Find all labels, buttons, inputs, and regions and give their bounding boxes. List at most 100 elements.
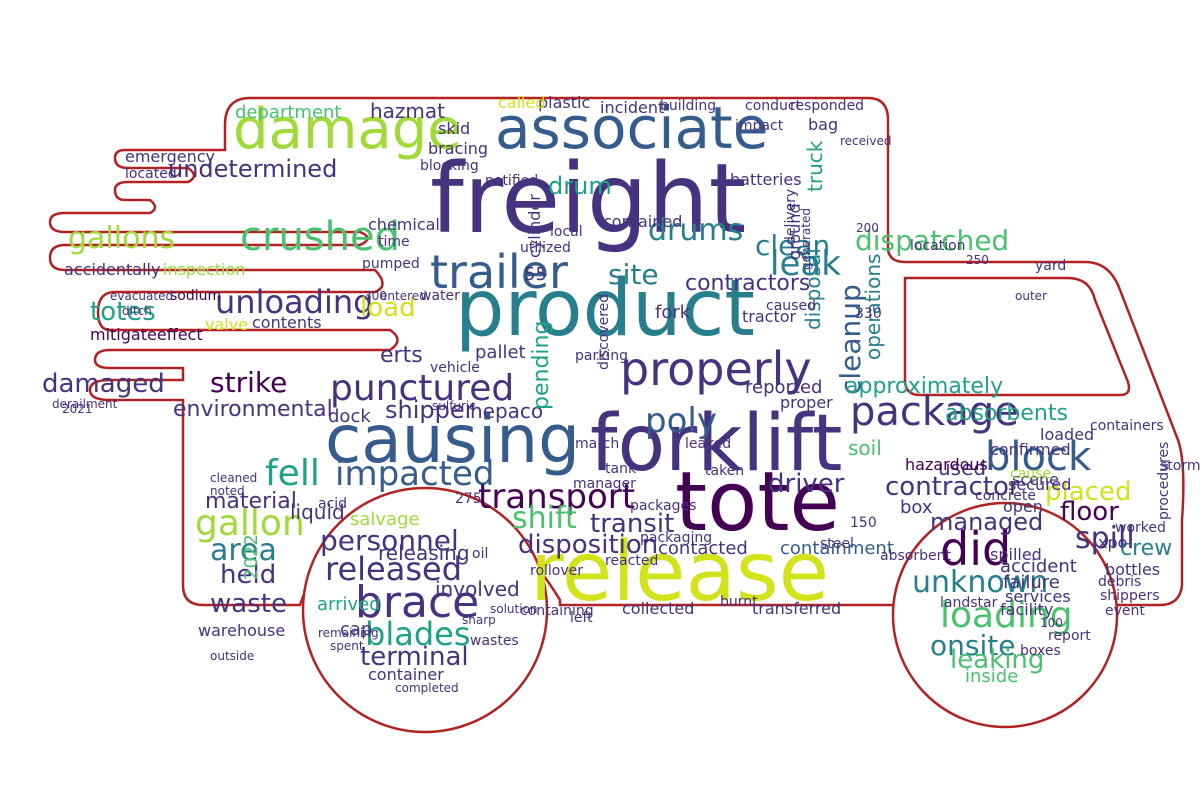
word-contents: contents <box>252 313 322 332</box>
word-load: load <box>360 293 416 323</box>
word-forklift: forklift <box>590 399 842 489</box>
word-damage: damage <box>233 97 462 162</box>
word-cylinder: cylinder <box>525 194 544 258</box>
word-onsite: onsite <box>930 629 1015 662</box>
word-storm: storm <box>1160 458 1200 474</box>
word-worked: worked <box>1115 520 1166 536</box>
word-releasing: releasing <box>378 541 470 565</box>
word-leaked: leaked <box>685 436 731 452</box>
word-plastic: plastic <box>538 93 590 112</box>
word-water: water <box>420 288 460 304</box>
word-collected: collected <box>622 599 694 618</box>
word-open: open <box>1003 497 1043 516</box>
word-ditch: ditch <box>122 304 152 318</box>
word-parking: parking <box>575 348 628 364</box>
word-hepaco: hepaco <box>470 399 543 423</box>
word-dock: dock <box>328 406 371 427</box>
word-cleanup: cleanup <box>834 284 867 395</box>
word-sodium: sodium <box>170 288 221 304</box>
word-shipper: shipper <box>385 396 475 424</box>
word-leak: leak <box>770 244 841 284</box>
word-procedures: procedures <box>1156 442 1172 520</box>
word-strike: strike <box>210 366 287 399</box>
word-xpo: xpo <box>1098 533 1127 552</box>
word-clean: clean <box>755 229 830 262</box>
word-site: site <box>608 258 659 291</box>
word-services: services <box>1005 587 1071 606</box>
word-accident: accident <box>1000 556 1077 577</box>
word-spent: spent <box>330 639 364 653</box>
word-valve: valve <box>205 315 248 334</box>
word-remaining: remaining <box>318 626 379 640</box>
word-transit: transit <box>590 509 674 539</box>
word-block: block <box>985 434 1092 480</box>
word-contained: contained <box>603 212 682 231</box>
word-skid: skid <box>438 119 470 138</box>
word-undetermined: undetermined <box>168 155 337 183</box>
word-spill: spill <box>1075 521 1135 556</box>
word-inspection: inspection <box>163 260 245 279</box>
word-landstar: landstar <box>940 595 998 611</box>
word-soil: soil <box>848 436 882 460</box>
word-concrete: concrete <box>975 488 1036 504</box>
word-nums-1: 275 <box>455 491 482 507</box>
word-bracing: bracing <box>428 139 488 158</box>
word-located: located <box>125 166 177 182</box>
word-waste: waste <box>210 589 287 619</box>
word-cause: cause <box>1010 466 1051 482</box>
word-warehouse: warehouse <box>198 621 285 640</box>
word-reacted: reacted <box>605 553 658 569</box>
word-entered: entered <box>380 289 427 303</box>
word-held: held <box>220 560 276 590</box>
word-loaded: loaded <box>1040 425 1094 444</box>
word-ground: ground <box>785 203 804 260</box>
word-damaged: damaged <box>42 369 165 399</box>
word-burnt: burnt <box>720 594 758 610</box>
word-caused: caused <box>766 298 816 314</box>
word-rollover: rollover <box>530 563 583 579</box>
word-transferred: transferred <box>752 599 841 618</box>
word-hazmat: hazmat <box>370 99 445 123</box>
word-nums-0: 55 <box>524 264 547 285</box>
word-acid: acid <box>318 496 347 512</box>
word-poly: poly <box>645 401 717 441</box>
word-generated: generated <box>799 208 813 270</box>
word-vehicle: vehicle <box>430 360 480 376</box>
word-yard: yard <box>1035 258 1066 274</box>
word-pallet: pallet <box>475 342 526 363</box>
word-approximately: approximately <box>845 374 1003 399</box>
word-contacted: contacted <box>658 538 748 559</box>
word-containing: containing <box>520 603 594 619</box>
word-reported: reported <box>745 377 822 398</box>
word-confirmed: confirmed <box>990 440 1071 459</box>
word-debris: debris <box>1098 574 1141 590</box>
word-trailer: trailer <box>430 245 568 299</box>
word-unknown: unknown <box>912 565 1048 600</box>
word-derailment: derailment <box>52 397 118 411</box>
word-failure: failure <box>1003 572 1060 593</box>
word-unloading: unloading <box>215 283 373 321</box>
word-pumped: pumped <box>362 256 420 272</box>
word-drum: drum <box>548 172 612 200</box>
word-liquid: liquid <box>290 500 345 524</box>
word-scene: scene <box>1012 470 1059 489</box>
word-cleaned: cleaned <box>210 471 257 485</box>
word-chemical: chemical <box>368 215 440 234</box>
word-absorbent: absorbent <box>880 548 951 564</box>
word-received: received <box>840 134 891 148</box>
word-building: building <box>660 98 716 114</box>
word-drums: drums <box>648 213 743 248</box>
word-packages: packages <box>630 498 696 514</box>
word-pending: pending <box>529 321 554 410</box>
word-left: left <box>570 610 593 626</box>
word-containment: containment <box>780 538 894 559</box>
word-proper: proper <box>780 393 833 412</box>
word-material: material <box>205 489 297 514</box>
word-inside: inside <box>965 666 1018 687</box>
word-solution: solution <box>490 602 538 616</box>
word-placed: placed <box>1045 477 1131 507</box>
word-freight: freight <box>430 143 746 255</box>
word-container: container <box>368 665 444 684</box>
